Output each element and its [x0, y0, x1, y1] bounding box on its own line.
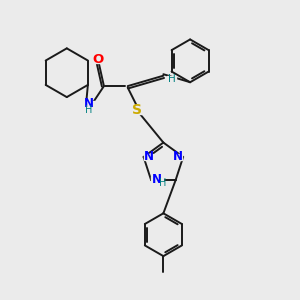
- Text: N: N: [144, 150, 154, 163]
- Bar: [151, 176, 163, 185]
- Text: N: N: [152, 173, 162, 186]
- Text: N: N: [84, 97, 94, 110]
- Bar: [131, 105, 142, 114]
- Bar: [167, 76, 176, 83]
- Bar: [93, 55, 103, 63]
- Text: O: O: [92, 53, 104, 66]
- Text: H: H: [168, 74, 176, 84]
- Text: N: N: [173, 150, 183, 163]
- Text: S: S: [132, 103, 142, 117]
- Bar: [83, 101, 95, 110]
- Text: H: H: [85, 106, 92, 116]
- Bar: [145, 154, 153, 160]
- Text: H: H: [159, 178, 166, 188]
- Bar: [173, 154, 182, 160]
